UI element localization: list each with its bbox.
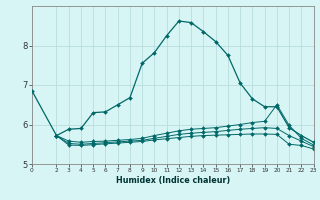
X-axis label: Humidex (Indice chaleur): Humidex (Indice chaleur)	[116, 176, 230, 185]
